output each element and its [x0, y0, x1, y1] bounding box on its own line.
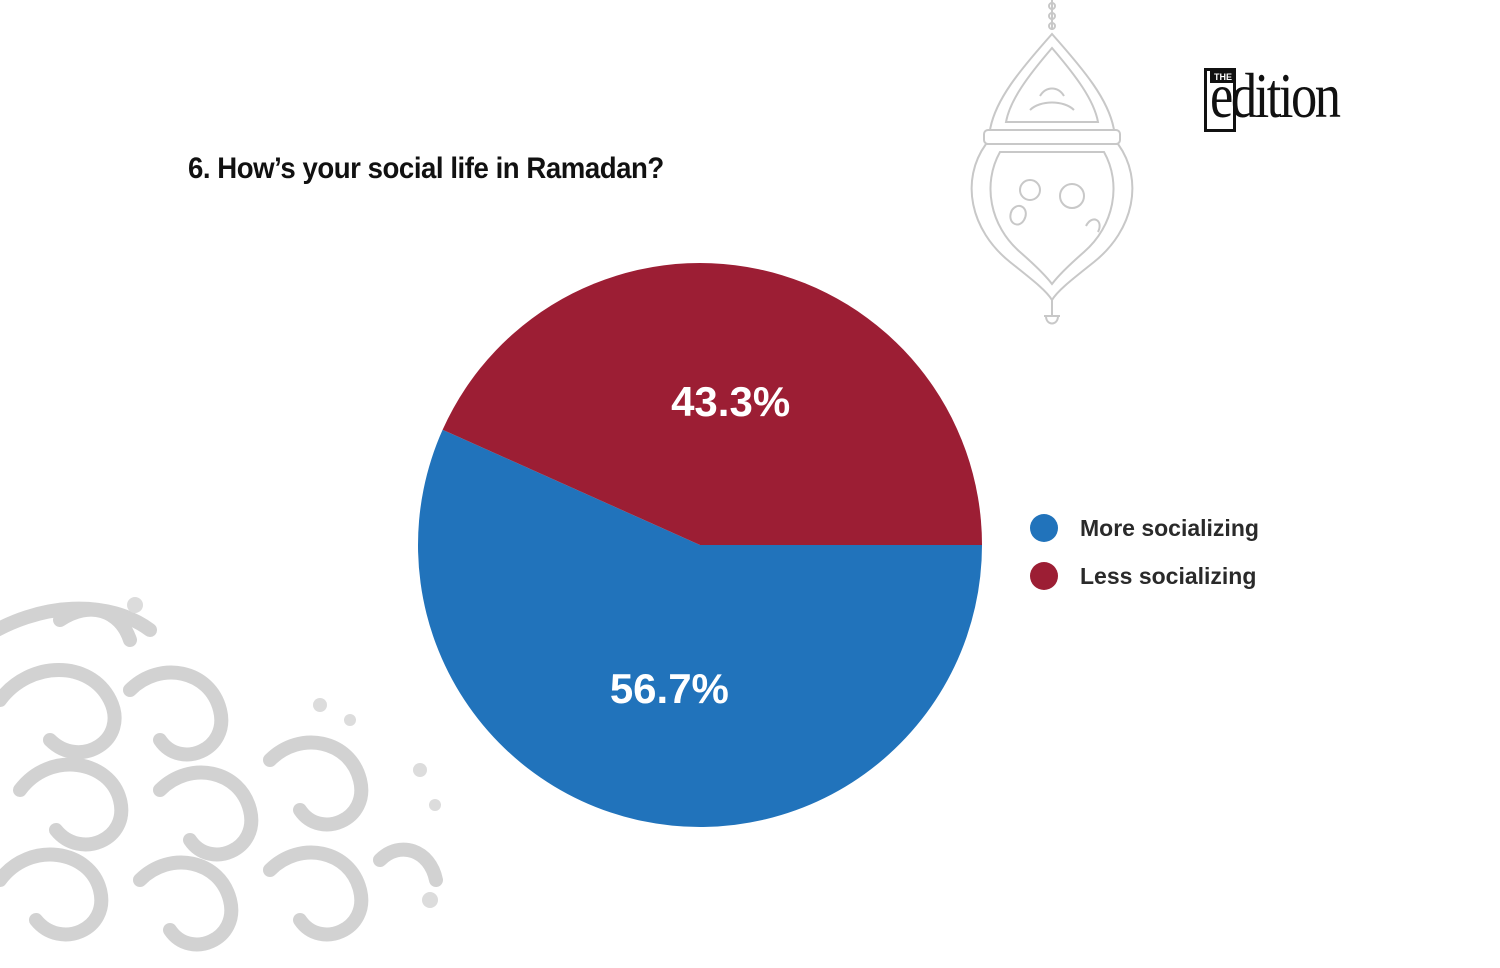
pie-slices: [417, 263, 982, 828]
logo-wordmark: edition: [1210, 60, 1341, 131]
logo-the-text: THE: [1210, 71, 1236, 83]
logo-frame: THE: [1204, 68, 1236, 132]
legend-label-more-socializing: More socializing: [1080, 514, 1259, 541]
slice-label-less-socializing: 43.3%: [671, 378, 790, 425]
legend-item-less-socializing: Less socializing: [1030, 552, 1259, 600]
chart-title: 6. How’s your social life in Ramadan?: [188, 152, 664, 185]
legend-swatch-more-socializing: [1030, 514, 1058, 542]
pie-labels: 56.7% 43.3%: [610, 378, 790, 712]
pie-slice-more-socializing: [417, 429, 982, 828]
slice-label-more-socializing: 56.7%: [610, 665, 729, 712]
edition-logo: THE edition: [1204, 60, 1364, 138]
legend-label-less-socializing: Less socializing: [1080, 562, 1257, 589]
legend-swatch-less-socializing: [1030, 562, 1058, 590]
pie-slice-less-socializing: [442, 263, 982, 545]
legend-item-more-socializing: More socializing: [1030, 504, 1259, 552]
chart-legend: More socializing Less socializing: [1030, 504, 1259, 600]
